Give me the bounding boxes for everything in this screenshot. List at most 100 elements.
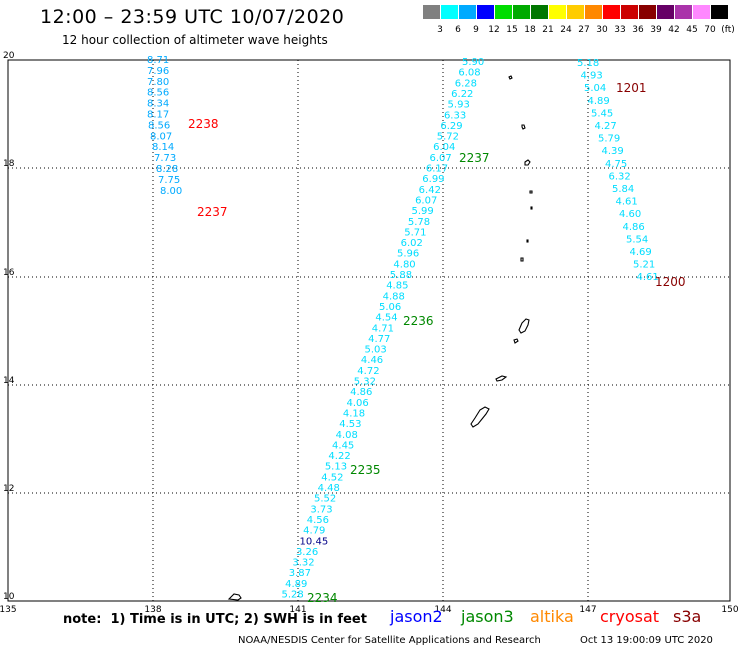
track-center-value-9: 6.07 bbox=[430, 153, 452, 164]
track-right-value-13: 4.86 bbox=[623, 222, 645, 233]
track-center-value-34: 4.53 bbox=[339, 419, 361, 430]
track-right-value-7: 4.39 bbox=[602, 146, 624, 157]
track-center-value-15: 5.78 bbox=[408, 217, 430, 228]
footer-timestamp: Oct 13 19:00:09 UTC 2020 bbox=[580, 635, 713, 646]
scale-label-7: 24 bbox=[560, 25, 572, 35]
track-right-value-12: 4.60 bbox=[619, 209, 641, 220]
scale-swatch-6 bbox=[531, 5, 548, 19]
scale-swatch-1 bbox=[441, 5, 458, 19]
track-center-value-21: 4.85 bbox=[386, 281, 408, 292]
scale-swatch-14 bbox=[675, 5, 692, 19]
track-center-time-0: 2237 bbox=[459, 151, 490, 165]
track-times: 2238 2237 2237 2236 2235 2234 1201 1200 bbox=[188, 81, 686, 605]
scale-swatch-9 bbox=[585, 5, 602, 19]
lat-label-3: 14 bbox=[3, 376, 15, 386]
island-rota bbox=[513, 338, 519, 344]
track-right-value-17: 4.61 bbox=[637, 272, 659, 283]
legend-jason3: jason3 bbox=[461, 607, 514, 626]
track-right-value-0: 5.18 bbox=[577, 58, 599, 69]
track-right-value-1: 4.93 bbox=[581, 71, 603, 82]
lon-label-2: 141 bbox=[289, 605, 306, 615]
scale-label-10: 33 bbox=[614, 25, 626, 35]
lat-label-4: 12 bbox=[3, 484, 14, 494]
track-center-value-29: 4.72 bbox=[357, 366, 379, 377]
scale-swatch-15 bbox=[693, 5, 710, 19]
track-center-value-50: 5.28 bbox=[282, 590, 304, 601]
track-left-value-10: 8.28 bbox=[156, 164, 178, 175]
track-center-value-10: 6.17 bbox=[426, 164, 448, 175]
track-right-value-14: 5.54 bbox=[626, 234, 648, 245]
track-center-value-8: 6.04 bbox=[433, 142, 455, 153]
track-right-value-16: 5.21 bbox=[633, 260, 655, 271]
island-north-2 bbox=[521, 124, 526, 130]
track-center-value-47: 3.32 bbox=[292, 558, 314, 569]
scale-label-3: 12 bbox=[488, 25, 500, 35]
track-center-value-42: 3.73 bbox=[310, 504, 332, 515]
island-saipan bbox=[518, 318, 530, 334]
islands bbox=[227, 75, 533, 601]
scale-swatch-7 bbox=[549, 5, 566, 19]
track-right-value-9: 6.32 bbox=[609, 171, 631, 182]
track-right-value-11: 4.61 bbox=[616, 197, 638, 208]
track-left-value-11: 7.75 bbox=[158, 175, 180, 186]
track-center-value-37: 4.22 bbox=[328, 451, 350, 462]
track-right-value-2: 5.04 bbox=[584, 83, 606, 94]
island-north-7 bbox=[520, 257, 524, 262]
island-north-5 bbox=[530, 206, 533, 210]
map-subtitle: 12 hour collection of altimeter wave hei… bbox=[62, 33, 328, 47]
scale-swatch-12 bbox=[639, 5, 656, 19]
track-left-time-0: 2238 bbox=[188, 117, 219, 131]
track-center-value-7: 5.72 bbox=[437, 132, 459, 143]
track-left-value-3: 8.56 bbox=[147, 88, 169, 99]
track-right-value-5: 4.27 bbox=[595, 121, 617, 132]
track-center-value-6: 6.29 bbox=[440, 121, 462, 132]
scale-label-5: 18 bbox=[524, 25, 536, 35]
scale-swatch-11 bbox=[621, 5, 638, 19]
island-guam bbox=[470, 406, 490, 428]
track-center-value-17: 6.02 bbox=[401, 238, 423, 249]
track-center-value-3: 6.22 bbox=[451, 89, 473, 100]
track-left-value-12: 8.00 bbox=[160, 186, 182, 197]
track-center-value-45: 10.45 bbox=[300, 536, 329, 547]
track-right-value-15: 4.69 bbox=[630, 247, 652, 258]
track-center-value-24: 4.54 bbox=[375, 313, 397, 324]
track-center-value-46: 3.26 bbox=[296, 547, 318, 558]
track-center-value-5: 6.33 bbox=[444, 110, 466, 121]
track-center-value-2: 6.28 bbox=[455, 78, 477, 89]
track-left-value-4: 8.34 bbox=[147, 99, 169, 110]
scale-swatch-16 bbox=[711, 5, 728, 19]
units-note: note: 1) Time is in UTC; 2) SWH is in fe… bbox=[63, 612, 367, 627]
track-center-value-12: 6.42 bbox=[419, 185, 441, 196]
scale-label-15: 70 bbox=[704, 25, 716, 35]
scale-swatch-8 bbox=[567, 5, 584, 19]
track-center-value-19: 4.80 bbox=[393, 259, 415, 270]
scale-swatch-3 bbox=[477, 5, 494, 19]
track-right-value-4: 5.45 bbox=[591, 108, 613, 119]
scale-label-16: (ft) bbox=[721, 25, 735, 35]
track-center-value-26: 4.77 bbox=[368, 334, 390, 345]
track-center-value-49: 4.89 bbox=[285, 579, 307, 590]
track-center-value-25: 4.71 bbox=[372, 323, 394, 334]
track-left-value-0: 8.71 bbox=[147, 55, 169, 66]
track-center-value-43: 4.56 bbox=[307, 515, 329, 526]
scale-label-6: 21 bbox=[542, 25, 554, 35]
island-north-3 bbox=[524, 159, 531, 166]
lon-label-3: 144 bbox=[434, 605, 451, 615]
island-north-6 bbox=[526, 239, 529, 243]
track-left-value-6: 8.56 bbox=[148, 120, 170, 131]
track-center-value-39: 4.52 bbox=[321, 472, 343, 483]
track-left-value-9: 7.73 bbox=[154, 153, 176, 164]
track-center-value-36: 4.45 bbox=[332, 440, 354, 451]
track-center-time-3: 2234 bbox=[307, 591, 338, 605]
lon-label-1: 138 bbox=[144, 605, 161, 615]
scale-swatch-13 bbox=[657, 5, 674, 19]
track-right-time-0: 1201 bbox=[616, 81, 647, 95]
track-right-value-10: 5.84 bbox=[612, 184, 634, 195]
track-center-value-4: 5.93 bbox=[448, 100, 470, 111]
track-right-value-3: 4.89 bbox=[588, 96, 610, 107]
track-center-value-23: 5.06 bbox=[379, 302, 401, 313]
scale-label-13: 42 bbox=[668, 25, 680, 35]
track-center-value-1: 6.08 bbox=[458, 68, 480, 79]
scale-label-4: 15 bbox=[506, 25, 518, 35]
